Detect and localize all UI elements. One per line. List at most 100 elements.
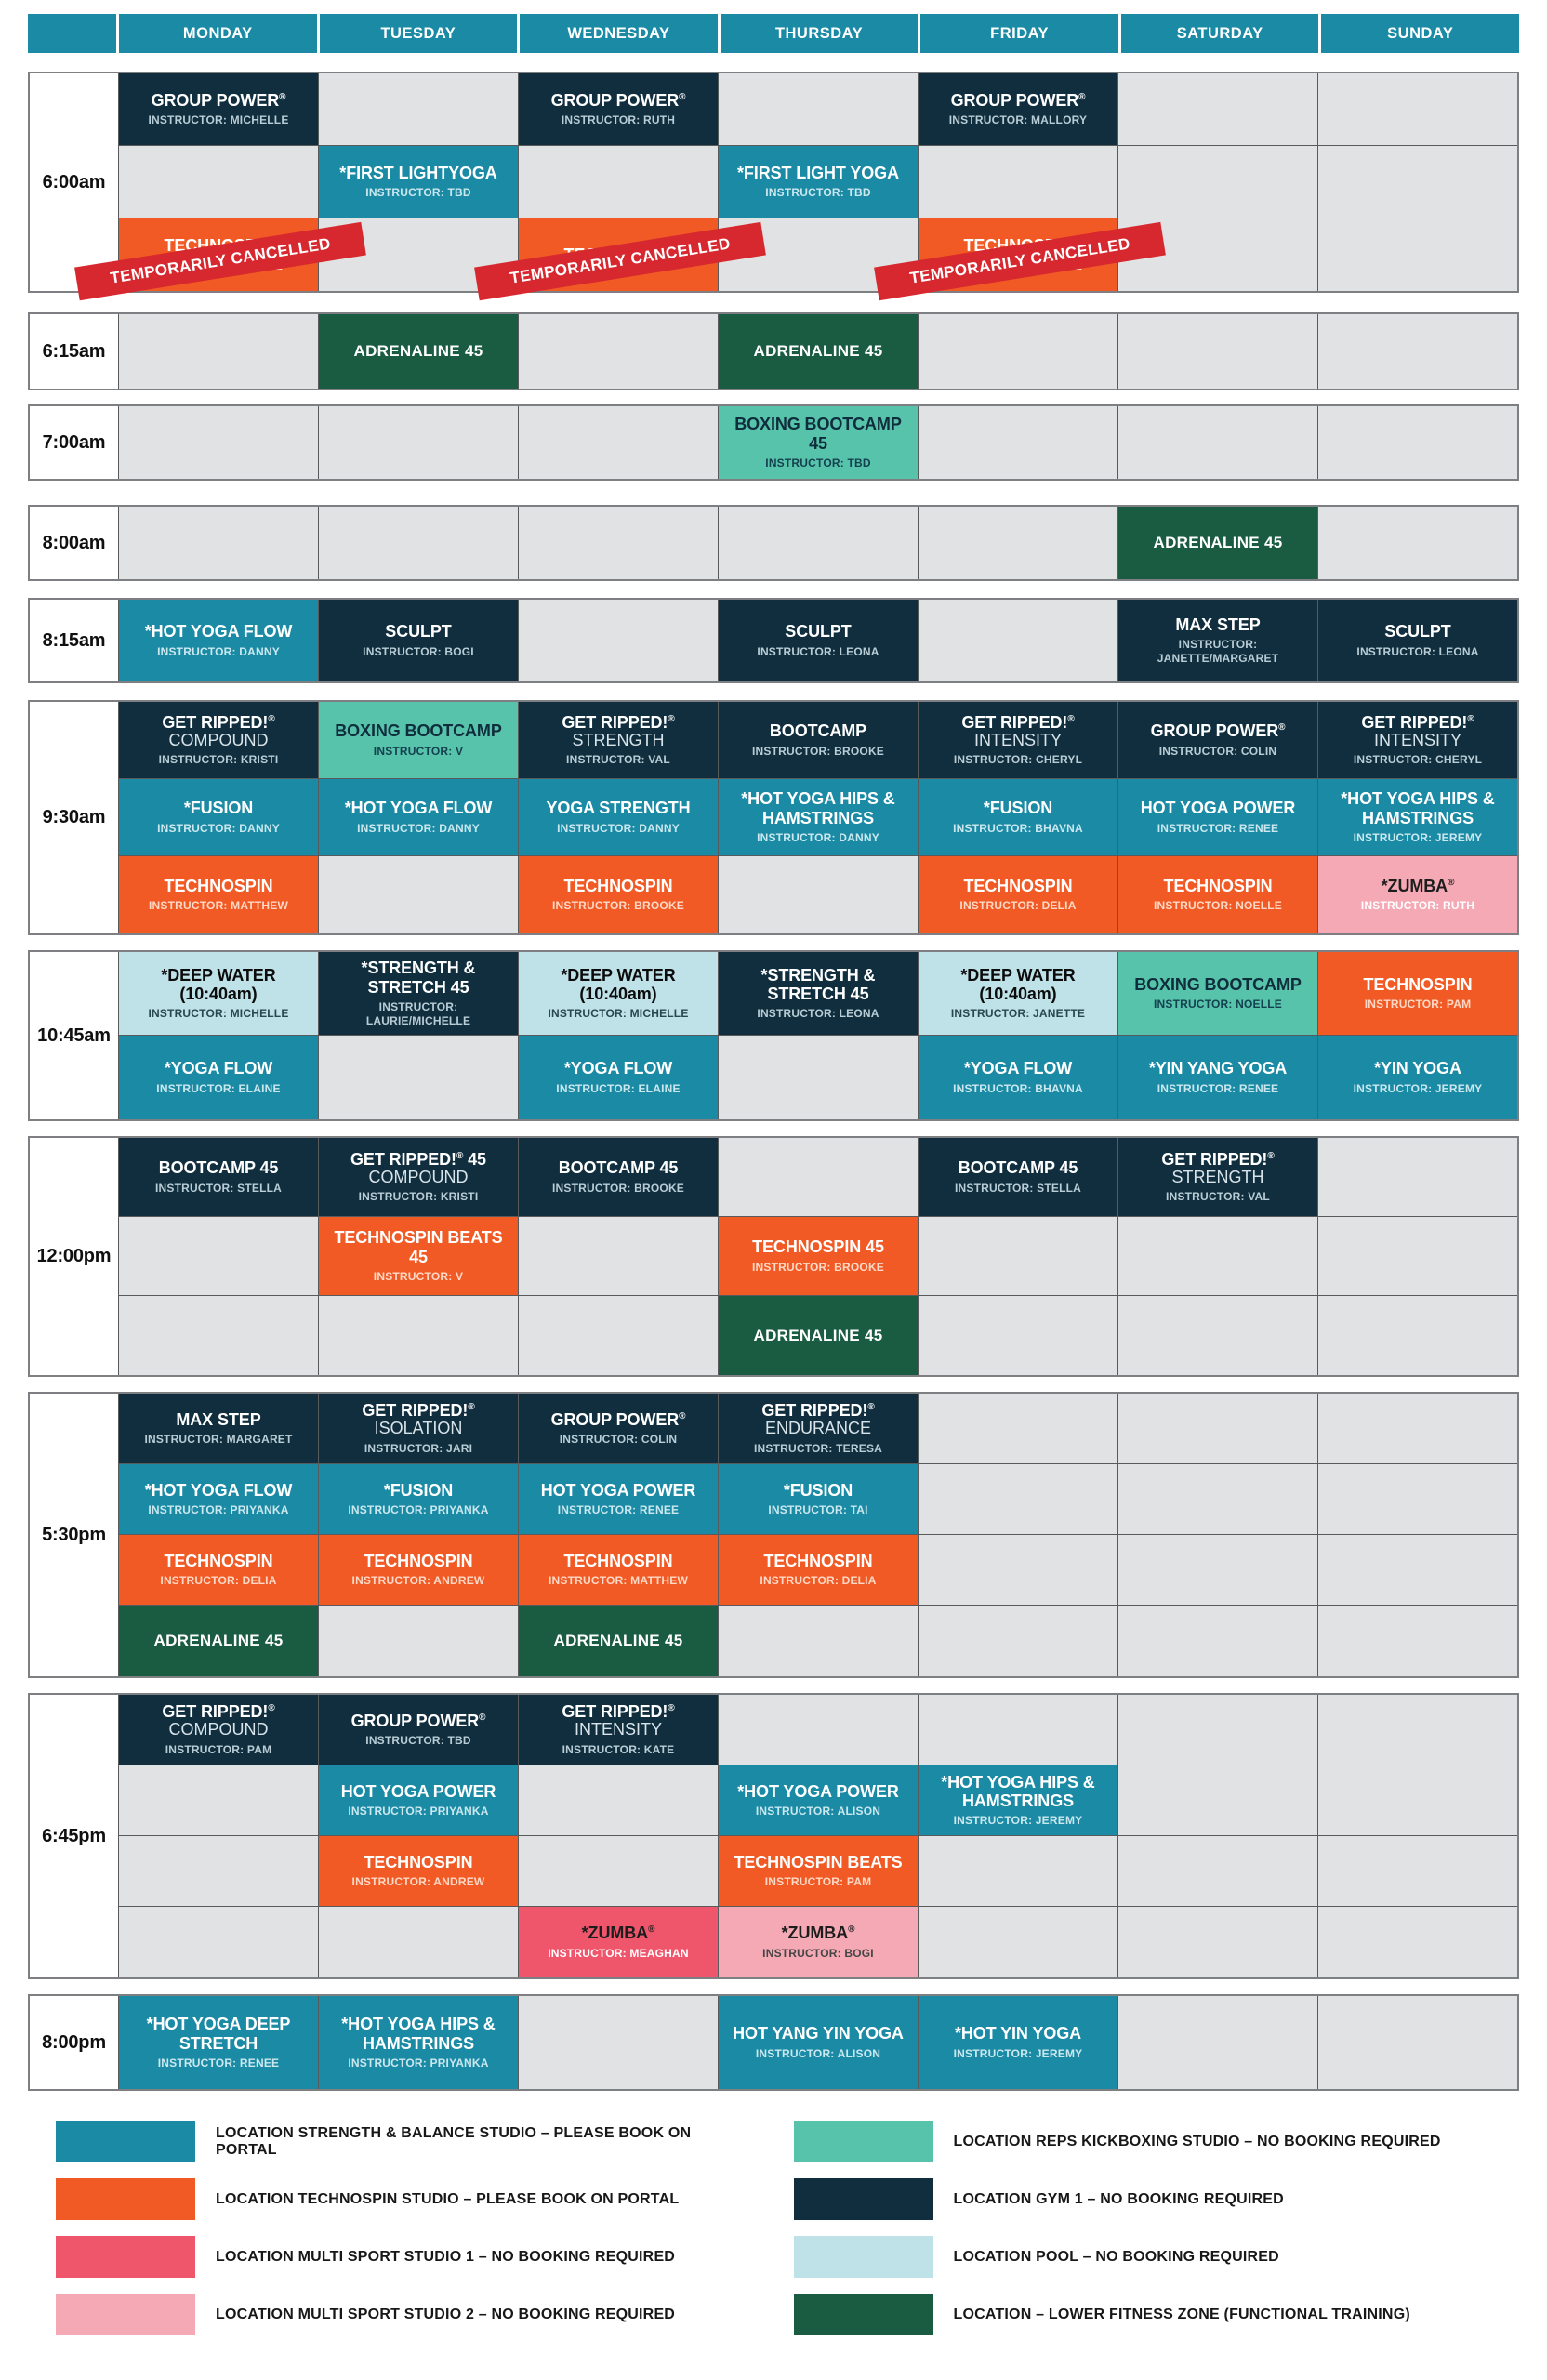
- schedule-row: GROUP POWER® INSTRUCTOR: MICHELLE GROUP PO…: [119, 73, 1517, 146]
- class-instructor: INSTRUCTOR: PAM: [1364, 998, 1472, 1012]
- legend-item: LOCATION POOL – NO BOOKING REQUIRED: [793, 2236, 1492, 2278]
- empty-cell: [1118, 1296, 1318, 1375]
- class-cell: ADRENALINE 45: [119, 1606, 319, 1676]
- schedule-row: MAX STEP INSTRUCTOR: MARGARET GET RIPPED!®…: [119, 1394, 1517, 1464]
- empty-cell: [1318, 1535, 1517, 1606]
- class-instructor: INSTRUCTOR: PRIYANKA: [348, 1503, 489, 1517]
- class-subtitle: INTENSITY: [574, 1720, 662, 1739]
- class-instructor: INSTRUCTOR: BOGI: [762, 1946, 874, 1960]
- class-title: ADRENALINE 45: [753, 342, 883, 361]
- class-instructor: INSTRUCTOR: COLIN: [559, 1433, 678, 1447]
- empty-cell: [919, 1394, 1118, 1464]
- class-cell: GROUP POWER® INSTRUCTOR: MICHELLE: [119, 73, 319, 146]
- class-instructor: INSTRUCTOR: PAM: [165, 1742, 272, 1756]
- class-cell: GROUP POWER® INSTRUCTOR: RUTH: [519, 73, 719, 146]
- empty-cell: [1118, 314, 1318, 389]
- empty-cell: [1318, 1765, 1517, 1836]
- class-title: ADRENALINE 45: [1153, 534, 1283, 552]
- class-cell: *HOT YOGA HIPS & HAMSTRINGS INSTRUCTOR: J…: [1318, 779, 1517, 856]
- class-title: BOXING BOOTCAMP: [1134, 974, 1302, 994]
- class-instructor: INSTRUCTOR: DANNY: [157, 644, 280, 658]
- legend-item: LOCATION MULTI SPORT STUDIO 2 – NO BOOKI…: [56, 2294, 754, 2335]
- time-label: 5:30pm: [42, 1524, 106, 1545]
- class-title: *HOT YOGA DEEP STRETCH: [146, 2015, 291, 2053]
- legend-item: LOCATION TECHNOSPIN STUDIO – PLEASE BOOK…: [56, 2178, 754, 2220]
- time-block: 8:00pm *HOT YOGA DEEP STRETCH INSTRUCTOR: …: [28, 1994, 1519, 2091]
- empty-cell: [1318, 1296, 1517, 1375]
- class-instructor: INSTRUCTOR: BHAVNA: [953, 1081, 1083, 1095]
- class-title: *ZUMBA®: [781, 1924, 855, 1943]
- block-rows: BOXING BOOTCAMP 45 INSTRUCTOR: TBD: [119, 406, 1517, 479]
- empty-cell: [1318, 507, 1517, 579]
- schedule-row: *DEEP WATER (10:40am) INSTRUCTOR: MICHELL…: [119, 952, 1517, 1036]
- schedule-row: HOT YOGA POWER INSTRUCTOR: PRIYANKA *HOT Y…: [119, 1765, 1517, 1836]
- legend-item: LOCATION MULTI SPORT STUDIO 1 – NO BOOKI…: [56, 2236, 754, 2278]
- class-title: *FUSION: [383, 1480, 454, 1500]
- class-cell: *HOT YOGA POWER INSTRUCTOR: ALISON: [719, 1765, 919, 1836]
- empty-cell: [1118, 1217, 1318, 1296]
- class-title: *FIRST LIGHTYOGA: [339, 163, 497, 182]
- class-instructor: INSTRUCTOR: CHERYL: [1353, 753, 1483, 767]
- time-block: 12:00pm BOOTCAMP 45 INSTRUCTOR: STELLA GET …: [28, 1136, 1519, 1377]
- schedule-row: *HOT YOGA DEEP STRETCH INSTRUCTOR: RENEE *…: [119, 1996, 1517, 2089]
- empty-cell: [1118, 1907, 1318, 1977]
- class-title: HOT YOGA POWER: [540, 1480, 696, 1500]
- class-title: ADRENALINE 45: [153, 1632, 284, 1650]
- class-title: *FUSION: [783, 1480, 853, 1500]
- empty-cell: [1118, 73, 1318, 146]
- day-header-friday: FRIDAY: [920, 14, 1118, 53]
- class-cell: *DEEP WATER (10:40am) INSTRUCTOR: MICHELL…: [519, 952, 719, 1036]
- empty-cell: [1318, 1996, 1517, 2089]
- legend-column-left: LOCATION STRENGTH & BALANCE STUDIO – PLE…: [56, 2121, 754, 2351]
- empty-cell: [1318, 1138, 1517, 1217]
- class-instructor: INSTRUCTOR: DELIA: [959, 899, 1077, 913]
- class-cell: GROUP POWER® INSTRUCTOR: COLIN: [519, 1394, 719, 1464]
- class-title: BOXING BOOTCAMP 45: [734, 415, 902, 453]
- class-instructor: INSTRUCTOR: VAL: [566, 753, 670, 767]
- empty-cell: [919, 1464, 1118, 1535]
- empty-cell: [1318, 73, 1517, 146]
- class-title: *DEEP WATER (10:40am): [561, 965, 676, 1003]
- class-title: TECHNOSPIN: [1363, 974, 1473, 994]
- class-instructor: INSTRUCTOR: BOGI: [363, 644, 474, 658]
- block-rows: GROUP POWER® INSTRUCTOR: MICHELLE GROUP PO…: [74, 73, 1517, 301]
- class-cell: TECHNOSPIN INSTRUCTOR: PAM: [1318, 952, 1517, 1036]
- class-cell: TECHNOSPIN INSTRUCTOR: NOELLE: [1118, 856, 1318, 933]
- legend-label: LOCATION MULTI SPORT STUDIO 2 – NO BOOKI…: [216, 2306, 676, 2322]
- legend-item: LOCATION REPS KICKBOXING STUDIO – NO BOO…: [793, 2121, 1492, 2162]
- class-instructor: INSTRUCTOR: TBD: [365, 1734, 471, 1748]
- class-cell: ADRENALINE 45: [519, 1606, 719, 1676]
- schedule-row: BOXING BOOTCAMP 45 INSTRUCTOR: TBD: [119, 406, 1517, 479]
- empty-cell: [1118, 1765, 1318, 1836]
- empty-cell: [119, 1907, 319, 1977]
- empty-cell: [919, 146, 1118, 218]
- time-cell: 7:00am: [30, 406, 119, 479]
- registered-mark: ®: [1078, 91, 1086, 102]
- registered-mark: ®: [679, 1410, 686, 1421]
- registered-mark: ®: [1267, 1150, 1275, 1161]
- class-cell: YOGA STRENGTH INSTRUCTOR: DANNY: [519, 779, 719, 856]
- class-title: TECHNOSPIN: [963, 876, 1073, 895]
- class-title: *YIN YOGA: [1374, 1059, 1461, 1078]
- class-title: TECHNOSPIN: [364, 1551, 473, 1570]
- class-cell: GET RIPPED!® STRENGTH INSTRUCTOR: VAL: [1118, 1138, 1318, 1217]
- empty-cell: [119, 146, 319, 218]
- time-cell: 9:30am: [30, 702, 119, 933]
- class-cell: *FUSION INSTRUCTOR: PRIYANKA: [319, 1464, 519, 1535]
- registered-mark: ®: [1278, 722, 1286, 734]
- schedule-row: TECHNOSPIN BEATS 45 INSTRUCTOR: V TECHNOSP…: [119, 1217, 1517, 1296]
- empty-cell: [919, 1907, 1118, 1977]
- empty-cell: [719, 856, 919, 933]
- schedule-row: ADRENALINE 45 ADRENALINE 45: [119, 1606, 1517, 1676]
- class-title: GET RIPPED!®: [162, 712, 275, 732]
- empty-cell: [719, 73, 919, 146]
- empty-cell: [519, 507, 719, 579]
- empty-cell: [1118, 406, 1318, 479]
- empty-cell: [119, 1765, 319, 1836]
- class-title: GET RIPPED!®: [761, 1401, 875, 1421]
- empty-cell: [1318, 314, 1517, 389]
- class-instructor: INSTRUCTOR: BROOKE: [551, 1181, 685, 1195]
- class-title: ADRENALINE 45: [553, 1632, 683, 1650]
- time-label: 6:00am: [42, 171, 106, 192]
